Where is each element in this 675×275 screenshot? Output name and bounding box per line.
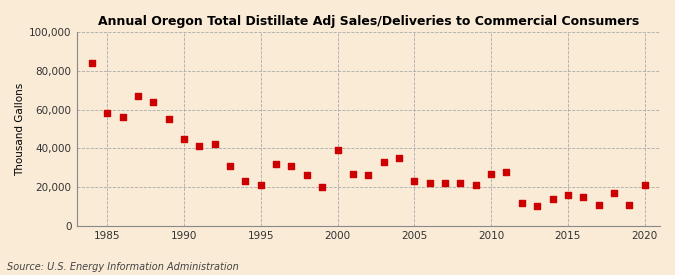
Title: Annual Oregon Total Distillate Adj Sales/Deliveries to Commercial Consumers: Annual Oregon Total Distillate Adj Sales…	[98, 15, 639, 28]
Point	[317, 185, 327, 189]
Point	[562, 193, 573, 197]
Point	[132, 94, 143, 98]
Point	[378, 160, 389, 164]
Point	[578, 195, 589, 199]
Point	[332, 148, 343, 152]
Point	[255, 183, 266, 187]
Y-axis label: Thousand Gallons: Thousand Gallons	[15, 82, 25, 175]
Point	[163, 117, 174, 122]
Point	[179, 136, 190, 141]
Point	[363, 173, 374, 178]
Point	[609, 191, 620, 195]
Point	[532, 204, 543, 209]
Point	[516, 200, 527, 205]
Point	[286, 164, 297, 168]
Point	[394, 156, 404, 160]
Point	[409, 179, 420, 183]
Point	[302, 173, 313, 178]
Point	[209, 142, 220, 147]
Point	[439, 181, 450, 185]
Point	[102, 111, 113, 116]
Point	[624, 202, 634, 207]
Point	[455, 181, 466, 185]
Point	[348, 171, 358, 176]
Point	[148, 100, 159, 104]
Point	[501, 169, 512, 174]
Point	[271, 162, 281, 166]
Point	[225, 164, 236, 168]
Point	[117, 115, 128, 119]
Point	[240, 179, 251, 183]
Point	[639, 183, 650, 187]
Point	[486, 171, 497, 176]
Point	[470, 183, 481, 187]
Point	[593, 202, 604, 207]
Point	[425, 181, 435, 185]
Point	[547, 197, 558, 201]
Point	[194, 144, 205, 148]
Point	[86, 61, 97, 65]
Text: Source: U.S. Energy Information Administration: Source: U.S. Energy Information Administ…	[7, 262, 238, 272]
